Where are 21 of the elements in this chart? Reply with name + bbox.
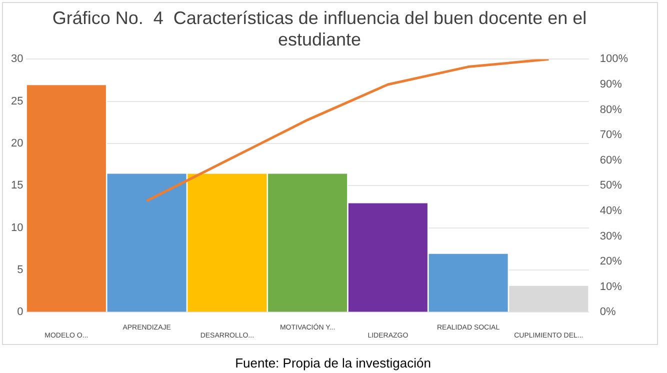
y2-tick-label: 50% <box>600 180 622 192</box>
y-tick-label: 30 <box>10 53 24 66</box>
y2-tick-label: 100% <box>600 53 628 66</box>
y-tick-label: 25 <box>10 95 24 108</box>
source-note: Fuente: Propia de la investigación <box>235 356 431 371</box>
y2-tick-label: 30% <box>600 230 622 242</box>
text: Gráfico No. 4 Características de influencia del buen docente en el <box>52 8 587 28</box>
y-tick-label: 0 <box>17 306 24 318</box>
y2-tick-label: 60% <box>600 154 622 166</box>
y2-tick-label: 0% <box>600 306 616 318</box>
y2-tick-label: 10% <box>600 280 622 293</box>
y2-tick-label: 40% <box>600 205 622 218</box>
text: estudiante <box>278 29 362 50</box>
y-tick-label: 10 <box>10 222 24 234</box>
y2-tick-label: 90% <box>600 78 622 91</box>
y-tick-label: 5 <box>17 264 24 276</box>
y2-tick-label: 70% <box>600 129 622 142</box>
y2-tick-label: 20% <box>600 256 622 268</box>
y-tick-label: 15 <box>10 180 24 192</box>
y2-tick-label: 80% <box>600 104 622 116</box>
y-tick-label: 20 <box>10 138 24 150</box>
